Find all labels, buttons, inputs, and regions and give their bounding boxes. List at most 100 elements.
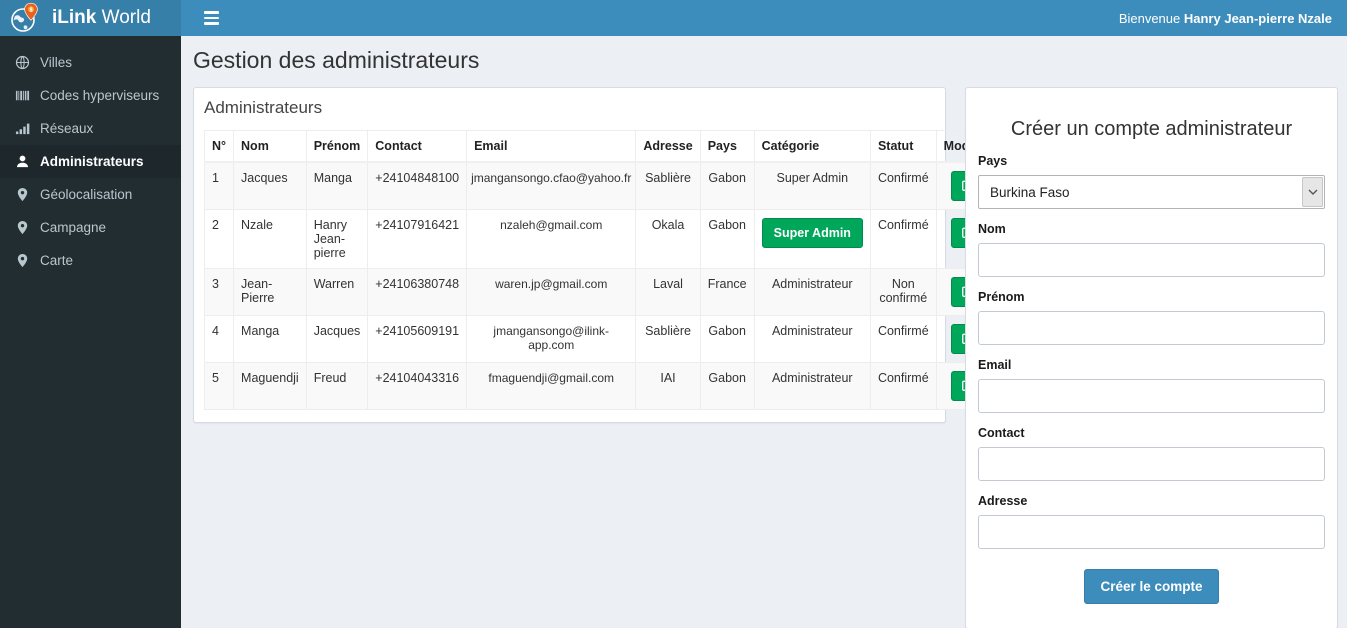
administrators-panel: Administrateurs N° Nom Prénom Contact Email A… [193, 87, 1078, 423]
brand-title: iLink World [52, 7, 151, 29]
cell-adresse: Laval [635, 268, 701, 316]
chevron-down-icon [1302, 177, 1323, 207]
cell-statut: Non confirmé [869, 268, 937, 316]
cell-statut: Confirmé [869, 209, 937, 269]
email-input[interactable] [978, 379, 1325, 413]
svg-text:$: $ [29, 7, 33, 13]
brand-logo[interactable]: $ iLink World [0, 0, 181, 36]
cell-email: waren.jp@gmail.com [466, 268, 637, 316]
cell-pays: Gabon [699, 209, 755, 269]
column-header: Contact [367, 130, 468, 163]
sidebar: Villes Codes hyperviseurs Réseaux Administr… [0, 36, 181, 628]
map-marker-icon [15, 253, 30, 268]
pays-select-value: Burkina Faso [990, 184, 1070, 200]
globe-pin-logo-icon: $ [10, 2, 40, 34]
cell-nom: Manga [233, 315, 307, 363]
cell-pays: France [699, 268, 755, 316]
sidebar-item-label: Campagne [40, 220, 107, 235]
pays-label: Pays [978, 154, 1008, 168]
cell-contact: +24104043316 [367, 362, 468, 410]
create-account-button[interactable]: Créer le compte [1084, 569, 1219, 604]
cell-nom: Maguendji [233, 362, 307, 410]
sidebar-item-label: Carte [40, 253, 74, 268]
column-header: Prénom [305, 130, 369, 163]
brand-title-bold: iLink [52, 7, 97, 28]
cell-num: 3 [203, 268, 235, 316]
cell-statut: Confirmé [869, 161, 937, 210]
sidebar-item-administrateurs[interactable]: Administrateurs [0, 145, 181, 178]
cell-num: 2 [203, 209, 235, 269]
cell-prenom: Warren [305, 268, 369, 316]
cell-contact: +24104848100 [367, 161, 468, 210]
cell-pays: Gabon [699, 315, 755, 363]
pays-select[interactable]: Burkina Faso [978, 175, 1325, 209]
user-name: Hanry Jean-pierre Nzale [1183, 10, 1332, 26]
column-header: Adresse [635, 130, 701, 163]
page-title: Gestion des administrateurs [193, 47, 480, 73]
sidebar-item-label: Administrateurs [40, 154, 144, 169]
prenom-input[interactable] [978, 311, 1325, 345]
prenom-label: Prénom [978, 290, 1025, 304]
administrators-table: N° Nom Prénom Contact Email Adresse Pays Catégo… [203, 130, 1078, 410]
cell-statut: Confirmé [869, 315, 937, 363]
cell-adresse: Sablière [635, 161, 701, 210]
cell-nom: Jacques [233, 161, 307, 210]
cell-prenom: Freud [305, 362, 369, 410]
adresse-input[interactable] [978, 515, 1325, 549]
cell-contact: +24107916421 [367, 209, 468, 269]
cell-statut: Confirmé [869, 362, 937, 410]
cell-categorie: Super Admin [753, 209, 871, 269]
cell-num: 4 [203, 315, 235, 363]
cell-email: jmangansongo@ilink-app.com [466, 315, 637, 363]
cell-prenom: Hanry Jean-pierre [305, 209, 369, 269]
sidebar-item-campagne[interactable]: Campagne [0, 211, 181, 244]
contact-label: Contact [978, 426, 1025, 440]
column-header: N° [203, 130, 235, 163]
sidebar-item-label: Réseaux [40, 121, 94, 136]
sidebar-item-r-seaux[interactable]: Réseaux [0, 112, 181, 145]
adresse-label: Adresse [978, 494, 1028, 508]
cell-email: nzaleh@gmail.com [466, 209, 637, 269]
column-header: Nom [233, 130, 307, 163]
sidebar-toggle-hamburger-icon[interactable] [196, 5, 227, 31]
table-row: 1 Jacques Manga +24104848100 jmangansongo.cf… [203, 161, 1078, 210]
sidebar-item-label: Géolocalisation [40, 187, 133, 202]
sidebar-item-villes[interactable]: Villes [0, 46, 181, 79]
barcode-icon [15, 88, 30, 103]
map-marker-icon [15, 220, 30, 235]
map-marker-icon [15, 187, 30, 202]
cell-prenom: Manga [305, 161, 369, 210]
sidebar-item-label: Codes hyperviseurs [40, 88, 160, 103]
cell-adresse: Okala [635, 209, 701, 269]
main-content: Gestion des administrateurs Administrate… [181, 36, 1347, 628]
cell-categorie: Administrateur [753, 362, 871, 410]
cell-categorie: Administrateur [753, 268, 871, 316]
column-header: Pays [699, 130, 755, 163]
cell-categorie: Administrateur [753, 315, 871, 363]
create-admin-title: Créer un compte administrateur [1010, 118, 1293, 140]
table-row: 5 Maguendji Freud +24104043316 fmaguendji@gm… [203, 362, 1078, 410]
sidebar-item-codes-hyperviseurs[interactable]: Codes hyperviseurs [0, 79, 181, 112]
super-admin-badge-button[interactable]: Super Admin [761, 218, 863, 248]
sidebar-item-carte[interactable]: Carte [0, 244, 181, 277]
cell-email: fmaguendji@gmail.com [466, 362, 637, 410]
brand-title-light: World [96, 7, 151, 28]
cell-prenom: Jacques [305, 315, 369, 363]
cell-contact: +24105609191 [367, 315, 468, 363]
cell-contact: +24106380748 [367, 268, 468, 316]
nom-input[interactable] [978, 243, 1325, 277]
navbar: Bienvenue Hanry Jean-pierre Nzale [181, 0, 1347, 36]
sidebar-item-g-olocalisation[interactable]: Géolocalisation [0, 178, 181, 211]
contact-input[interactable] [978, 447, 1325, 481]
cell-adresse: Sablière [635, 315, 701, 363]
cell-pays: Gabon [699, 161, 755, 210]
user-menu[interactable]: Bienvenue Hanry Jean-pierre Nzale [1119, 11, 1332, 26]
user-icon [15, 154, 30, 169]
cell-nom: Jean-Pierre [233, 268, 307, 316]
column-header: Statut [869, 130, 937, 163]
column-header: Email [466, 130, 637, 163]
email-label: Email [978, 358, 1012, 372]
sidebar-item-label: Villes [40, 55, 73, 70]
administrators-panel-title: Administrateurs [204, 98, 323, 117]
